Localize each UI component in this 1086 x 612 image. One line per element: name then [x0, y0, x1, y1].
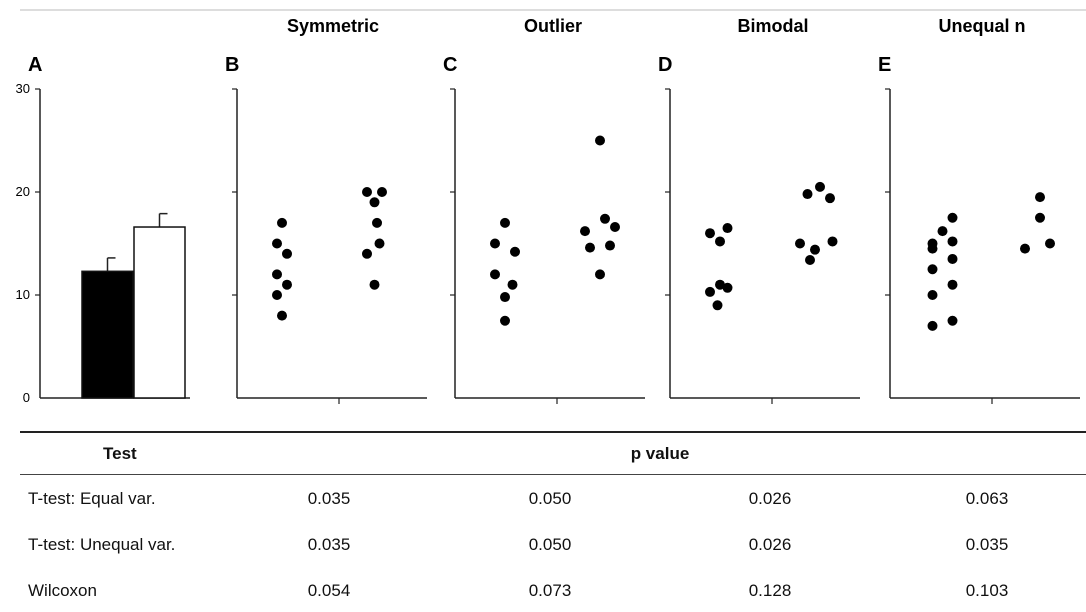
pvalue-equal-var-unequal-n: 0.063: [965, 489, 1009, 508]
data-point-d-g1-1: [705, 228, 715, 239]
data-point-d-g2-2: [815, 181, 825, 192]
data-point-d-g1-6: [722, 282, 733, 293]
data-point-b-g2-1: [362, 187, 372, 197]
table-header-pvalue: p value: [630, 444, 690, 463]
table-top-rule: [20, 431, 1086, 433]
row-name-equal-var: T-test: Equal var.: [28, 489, 156, 508]
data-point-b-g2-4: [372, 217, 382, 228]
panel-title-e: Unequal n: [938, 16, 1025, 36]
data-point-e-g1-2: [947, 212, 958, 223]
data-point-e-g2-2: [1035, 212, 1045, 223]
data-point-b-g1-5: [282, 279, 292, 290]
data-point-e-g2-1: [1035, 192, 1045, 203]
data-point-d-g2-3: [825, 193, 835, 204]
data-point-b-g1-3: [282, 248, 292, 259]
data-point-c-g1-7: [500, 315, 510, 326]
data-point-d-g1-5: [715, 279, 725, 290]
data-point-e-g1-10: [947, 315, 958, 326]
data-point-b-g1-7: [277, 310, 287, 321]
data-point-b-g2-5: [362, 248, 372, 259]
data-point-d-g2-7: [805, 254, 815, 265]
panel-label-e: E: [878, 54, 891, 76]
row-name-unequal-var: T-test: Unequal var.: [28, 535, 176, 554]
data-point-b-g2-2: [369, 197, 380, 208]
pvalue-equal-var-outlier: 0.050: [528, 489, 572, 508]
pvalue-wilcoxon-symmetric: 0.054: [307, 581, 351, 600]
data-point-e-g1-6: [947, 253, 958, 264]
pvalue-wilcoxon-unequal-n: 0.103: [965, 581, 1009, 600]
data-point-b-g1-1: [272, 238, 282, 249]
panel-label-a: A: [28, 54, 42, 76]
data-point-d-g1-2: [715, 236, 725, 247]
data-point-e-g1-7: [927, 290, 938, 300]
data-point-b-g2-3: [377, 187, 387, 197]
data-point-c-g1-4: [490, 269, 500, 280]
data-point-d-g2-5: [810, 244, 820, 255]
data-point-b-g1-2: [277, 217, 287, 228]
y-tick-label-20: 20: [16, 184, 30, 199]
figure-panels: A 0 10 20 30 B Symmetric C Outlier D Bimodal E Unequ…: [16, 9, 1086, 405]
pvalue-equal-var-bimodal: 0.026: [748, 489, 792, 508]
table-header-rule: [20, 474, 1086, 475]
data-point-e-g1-9: [927, 320, 938, 331]
data-point-c-g1-1: [490, 238, 500, 249]
data-point-b-g1-6: [272, 290, 282, 300]
pvalue-equal-var-symmetric: 0.035: [307, 489, 351, 508]
data-point-b-g1-4: [272, 269, 282, 280]
data-point-e-g1-11: [927, 243, 938, 254]
p-value-table: Test p value T-test: Equal var. 0.035 0.…: [0, 430, 1086, 612]
data-point-c-g2-4: [610, 222, 620, 233]
pvalue-wilcoxon-outlier: 0.073: [528, 581, 572, 600]
panel-title-b: Symmetric: [287, 16, 379, 36]
pvalue-wilcoxon-bimodal: 0.128: [748, 581, 792, 600]
panel-title-d: Bimodal: [737, 16, 808, 36]
data-point-e-g2-4: [1045, 238, 1055, 249]
pvalue-unequal-var-outlier: 0.050: [528, 535, 572, 554]
pvalue-unequal-var-bimodal: 0.026: [748, 535, 792, 554]
data-point-c-g1-6: [500, 292, 510, 303]
data-point-c-g2-3: [600, 213, 610, 224]
data-point-d-g2-1: [802, 189, 813, 200]
pvalue-unequal-var-unequal-n: 0.035: [965, 535, 1009, 554]
data-point-d-g1-4: [705, 286, 715, 297]
data-point-c-g2-5: [585, 242, 595, 253]
data-point-c-g2-2: [580, 226, 590, 237]
panel-title-c: Outlier: [524, 16, 582, 36]
data-point-d-g2-4: [795, 238, 805, 249]
bar-1: [81, 270, 134, 399]
data-point-d-g2-6: [827, 236, 838, 247]
panel-label-b: B: [225, 54, 239, 76]
data-point-d-g1-7: [712, 300, 723, 311]
data-point-b-g2-6: [374, 238, 385, 249]
data-point-e-g1-1: [937, 226, 948, 237]
y-tick-label-30: 30: [16, 81, 30, 96]
data-point-d-g1-3: [722, 223, 733, 234]
data-point-c-g1-3: [510, 246, 520, 257]
data-point-c-g2-6: [605, 240, 615, 251]
panels-layer: A 0 10 20 30 B Symmetric C Outlier D Bimodal E Unequ…: [16, 16, 1080, 405]
data-point-e-g1-5: [927, 264, 938, 275]
data-point-b-g2-7: [369, 279, 380, 290]
row-name-wilcoxon: Wilcoxon: [28, 581, 97, 600]
bar-2: [133, 226, 186, 399]
y-tick-label-0: 0: [23, 390, 30, 405]
data-point-c-g1-5: [507, 279, 518, 290]
panel-label-c: C: [443, 54, 457, 76]
data-point-e-g1-4: [947, 236, 958, 247]
data-point-c-g2-7: [595, 269, 605, 280]
data-point-c-g2-1: [595, 135, 605, 146]
y-tick-label-10: 10: [16, 287, 30, 302]
data-point-e-g1-8: [947, 279, 958, 290]
data-point-c-g1-2: [500, 217, 510, 228]
panel-label-d: D: [658, 54, 672, 76]
data-point-e-g2-3: [1020, 243, 1030, 254]
pvalue-unequal-var-symmetric: 0.035: [307, 535, 351, 554]
table-header-test: Test: [103, 444, 137, 463]
